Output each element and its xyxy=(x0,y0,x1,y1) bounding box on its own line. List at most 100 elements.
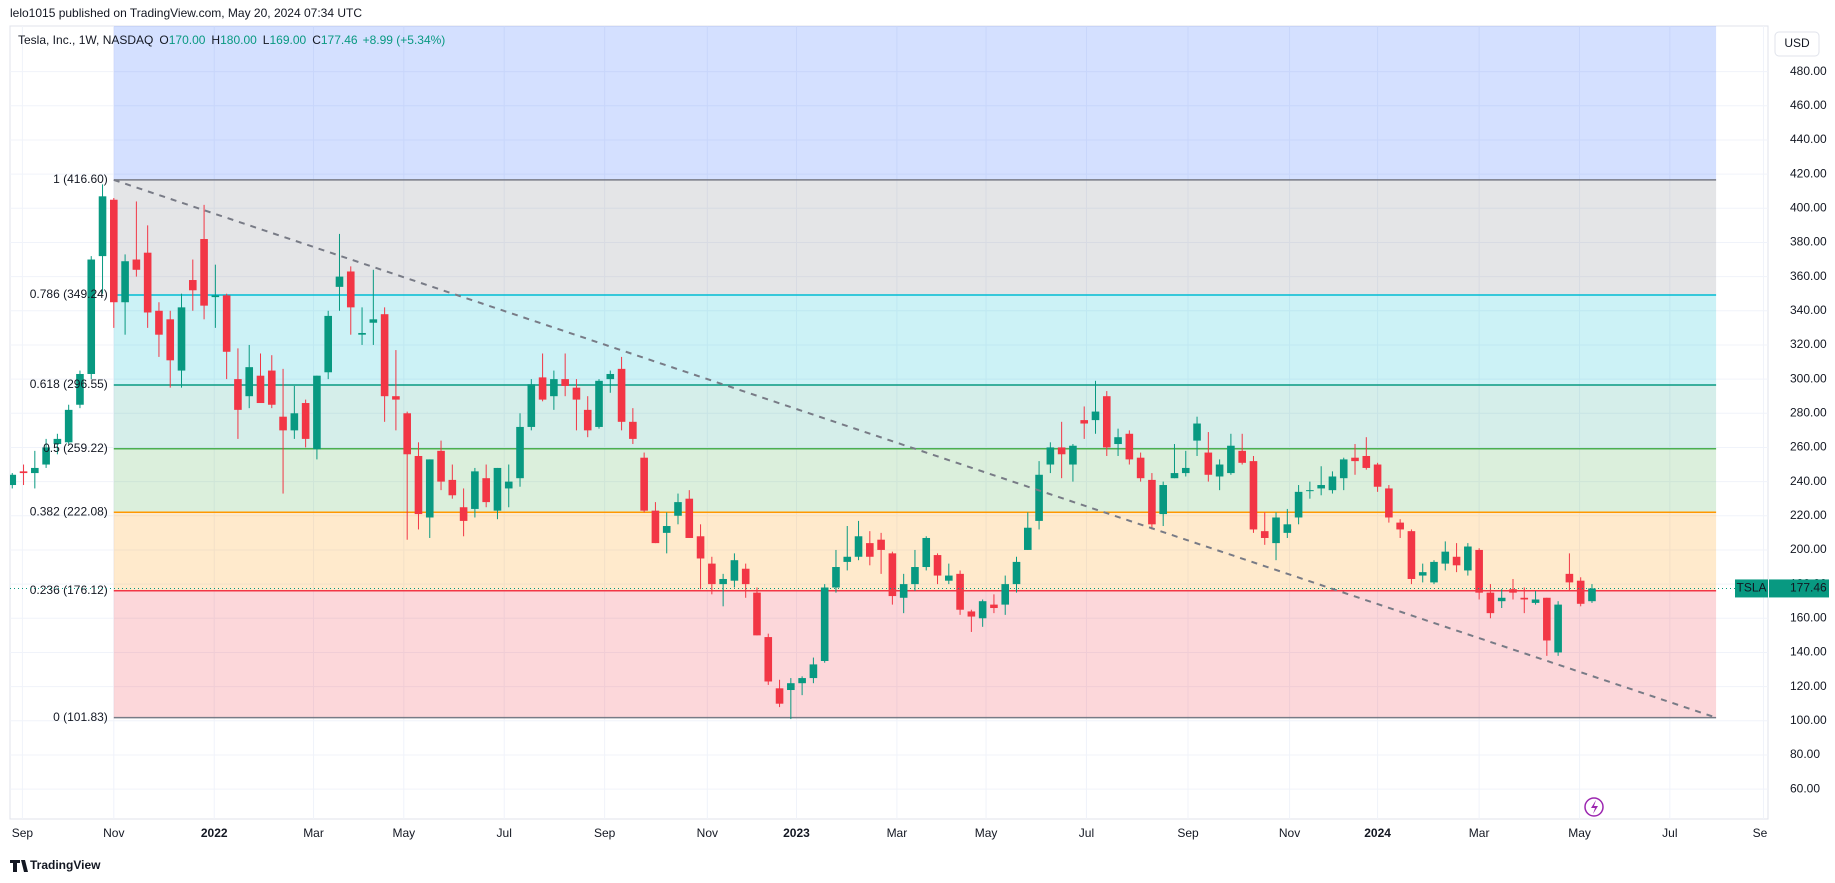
candle-body xyxy=(1554,604,1562,653)
fib-level-label: 0.618 (296.55) xyxy=(30,377,108,391)
y-tick-label: 400.00 xyxy=(1790,200,1827,214)
candle-body xyxy=(888,553,897,597)
x-tick-label: Nov xyxy=(103,826,124,840)
candle-body xyxy=(87,259,96,374)
candle-body xyxy=(1351,457,1359,462)
candle-body xyxy=(1148,479,1156,525)
candle-body xyxy=(933,555,942,576)
y-tick-label: 340.00 xyxy=(1790,303,1827,317)
candle-body xyxy=(1576,580,1585,604)
fib-level-label: 0.382 (222.08) xyxy=(30,504,108,518)
currency[interactable]: USD xyxy=(1784,36,1810,50)
candle-body xyxy=(1114,437,1122,445)
candle-body xyxy=(719,578,727,585)
candle-body xyxy=(990,604,998,609)
candle-body xyxy=(787,683,795,691)
candle-body xyxy=(651,510,660,544)
y-tick-label: 380.00 xyxy=(1790,235,1827,249)
candle-body xyxy=(290,413,299,431)
event-icon[interactable] xyxy=(1584,797,1604,817)
candle-body xyxy=(753,592,761,636)
fib-zone xyxy=(113,294,1717,386)
candle-body xyxy=(1385,488,1393,518)
candle-body xyxy=(493,467,502,511)
candle-body xyxy=(448,479,457,496)
event-bolt xyxy=(1591,800,1598,814)
candle-body xyxy=(516,426,524,479)
candle-body xyxy=(143,252,152,313)
y-tick-label: 80.00 xyxy=(1790,747,1820,761)
candle-body xyxy=(1159,485,1167,515)
candle-body xyxy=(1588,588,1596,602)
candle-body xyxy=(1452,556,1461,566)
candle-body xyxy=(279,416,287,431)
x-tick-label: May xyxy=(392,826,415,840)
candle-body xyxy=(832,567,840,588)
candle-body xyxy=(572,387,581,400)
candle-body xyxy=(583,409,592,431)
y-tick-label: 200.00 xyxy=(1790,542,1827,556)
x-tick-label: May xyxy=(1568,826,1591,840)
y-tick-label: 360.00 xyxy=(1790,269,1827,283)
y-tick-label: 160.00 xyxy=(1790,610,1827,624)
candle-body xyxy=(267,370,276,405)
legend-key: H xyxy=(211,33,220,47)
candle-body xyxy=(1023,527,1032,550)
x-tick-label: Nov xyxy=(697,826,718,840)
legend-value: 170.00 xyxy=(169,33,206,47)
candle-body xyxy=(380,314,389,397)
fib-zone xyxy=(113,448,1717,513)
candle-body xyxy=(1170,473,1179,479)
last-price-label: 177.46 xyxy=(1790,581,1827,595)
candle-body xyxy=(19,471,28,474)
candle-body xyxy=(53,438,62,445)
candle-body xyxy=(1204,452,1213,475)
candle-body xyxy=(911,567,919,585)
y-tick-label: 120.00 xyxy=(1790,679,1827,693)
candle-body xyxy=(866,543,874,557)
candle-body xyxy=(1339,459,1348,479)
candle-body xyxy=(1069,445,1077,465)
candle-body xyxy=(1464,546,1472,571)
currency-button[interactable] xyxy=(1774,31,1820,57)
candle-body xyxy=(1373,464,1382,487)
candle-body xyxy=(166,319,175,361)
y-tick-label: 140.00 xyxy=(1790,645,1827,659)
candle-body xyxy=(775,688,784,704)
candle-body xyxy=(76,373,84,405)
candle-body xyxy=(730,560,739,581)
candle-body xyxy=(1035,474,1043,521)
candle-body xyxy=(1407,531,1416,579)
fib-level-label: 1 (416.60) xyxy=(53,172,108,186)
legend-symbol: Tesla, Inc., 1W, NASDAQ xyxy=(18,33,153,47)
candle-body xyxy=(1430,561,1438,583)
candle-body xyxy=(132,259,141,270)
candle-body xyxy=(245,367,254,397)
candle-body xyxy=(550,379,558,397)
candle-body xyxy=(222,295,231,352)
candle-body xyxy=(1215,464,1224,477)
legend-value: 180.00 xyxy=(220,33,257,47)
x-tick-label: Mar xyxy=(887,826,908,840)
fib-top-zone xyxy=(113,26,1717,180)
candle-body xyxy=(617,368,626,422)
candle-body xyxy=(854,536,863,557)
candle-body xyxy=(764,637,773,682)
candle-body xyxy=(1475,549,1483,593)
x-tick-label: Mar xyxy=(303,826,324,840)
candle-body xyxy=(877,539,885,550)
y-tick-label: 100.00 xyxy=(1790,713,1827,727)
legend-value: 177.46 xyxy=(321,33,358,47)
candle-body xyxy=(482,478,490,503)
y-tick-label: 480.00 xyxy=(1790,64,1827,78)
candle-body xyxy=(843,556,852,562)
candle-body xyxy=(1543,597,1551,641)
x-tick-label: Mar xyxy=(1469,826,1490,840)
y-tick-label: 460.00 xyxy=(1790,98,1827,112)
candle-body xyxy=(956,573,964,610)
candle-body xyxy=(945,575,953,581)
candle-body xyxy=(155,310,163,335)
legend-change: +8.99 (+5.34%) xyxy=(363,33,446,47)
candle-body xyxy=(188,280,197,291)
